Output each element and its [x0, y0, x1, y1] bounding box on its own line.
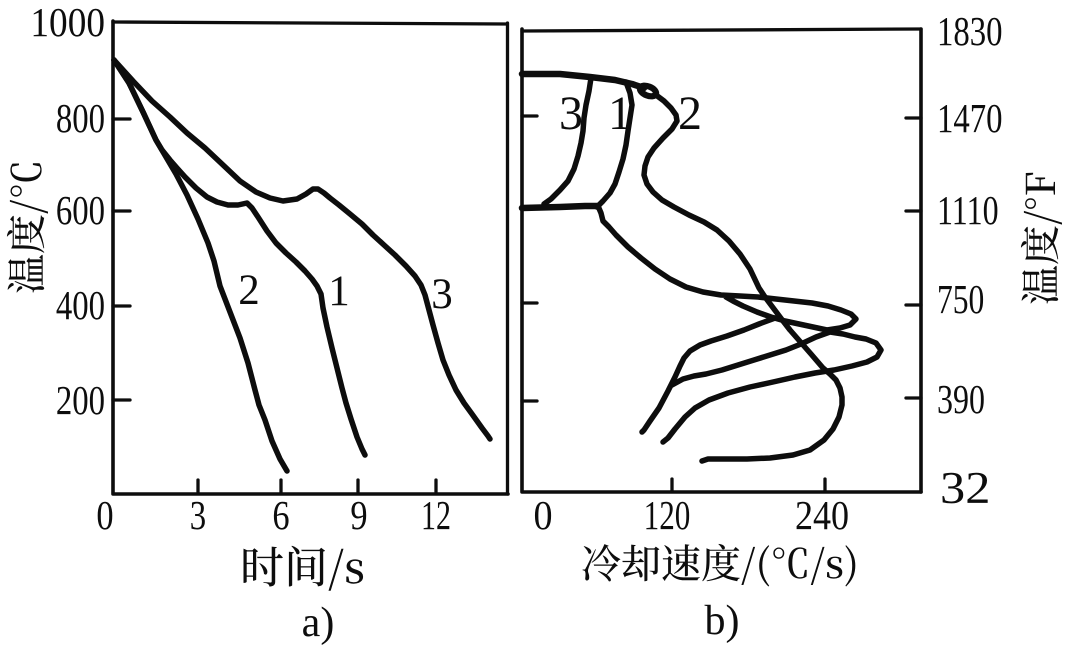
svg-text:3: 3	[431, 271, 453, 318]
svg-text:a): a)	[302, 600, 335, 646]
svg-text:3: 3	[190, 494, 206, 539]
svg-text:240: 240	[795, 494, 849, 539]
svg-text:800: 800	[56, 97, 105, 142]
svg-text:1110: 1110	[937, 187, 999, 233]
svg-text:200: 200	[56, 379, 105, 424]
svg-text:2: 2	[238, 267, 260, 314]
svg-text:b): b)	[705, 598, 740, 644]
svg-text:12: 12	[421, 492, 451, 538]
svg-text:1000: 1000	[30, 0, 105, 45]
svg-text:1: 1	[608, 87, 632, 140]
svg-text:400: 400	[56, 284, 105, 329]
svg-text:0: 0	[533, 493, 552, 539]
svg-text:3: 3	[559, 87, 583, 140]
svg-text:0: 0	[96, 493, 113, 538]
svg-text:750: 750	[937, 276, 984, 322]
svg-text:32: 32	[940, 463, 990, 513]
svg-text:9: 9	[350, 493, 367, 538]
svg-text:1470: 1470	[937, 97, 1003, 142]
svg-text:390: 390	[937, 376, 985, 422]
svg-text:120: 120	[644, 493, 691, 538]
svg-text:600: 600	[56, 189, 105, 234]
svg-text:1: 1	[328, 268, 350, 315]
svg-text:6: 6	[272, 493, 289, 538]
svg-text:1830: 1830	[937, 10, 1003, 55]
svg-text:2: 2	[678, 87, 702, 140]
